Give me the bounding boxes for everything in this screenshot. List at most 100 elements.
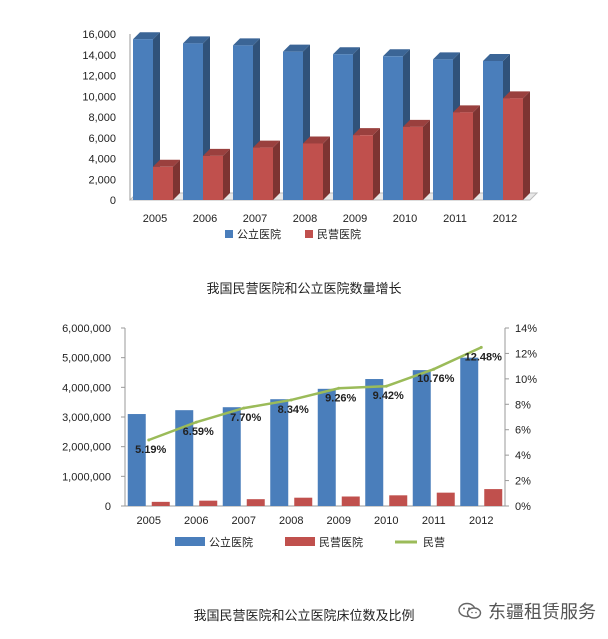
chart1-bar-top <box>233 38 260 46</box>
chart1-bar-top <box>483 53 510 61</box>
chart1-bar <box>333 54 353 201</box>
chart1-ytick-label: 0 <box>110 195 116 207</box>
chart1-ytick-label: 16,000 <box>82 29 116 41</box>
chart2-line-series <box>148 346 482 442</box>
chart2-bar <box>199 500 218 506</box>
chart2-legend-swatch <box>285 537 315 546</box>
chart2-y2tick-label: 2% <box>515 476 531 488</box>
chart1-bar-top <box>503 91 530 99</box>
chart1-bar-top <box>253 140 280 148</box>
chart1-bar-side <box>173 159 180 200</box>
chart1-bar-side <box>153 32 160 200</box>
chart1-bar-side <box>373 128 380 200</box>
chart2-y2tick-label: 8% <box>515 399 531 411</box>
chart2-xtick-label: 2008 <box>279 515 303 527</box>
chart2-legend-label: 公立医院 <box>209 535 253 549</box>
chart1-bar-top <box>383 49 410 57</box>
chart1-ytick-label: 12,000 <box>82 71 116 83</box>
chart1-bar <box>133 39 153 200</box>
chart2-legend-label: 民营 <box>423 535 445 549</box>
chart2-line-point <box>432 367 436 371</box>
chart1-bar <box>403 126 423 200</box>
chart2-bar <box>365 379 384 506</box>
chart1-bar-side <box>523 91 530 200</box>
chart1-legend-swatch <box>225 230 233 238</box>
chart2-data-label: 10.76% <box>417 373 455 385</box>
brand-watermark: 东疆租赁服务 <box>458 598 596 624</box>
chart1-bar-top <box>133 32 160 40</box>
chart1-bar <box>233 45 253 200</box>
chart1-legend-swatch <box>305 230 313 238</box>
chart1-ytick-label: 6,000 <box>88 133 116 145</box>
chart2-bar <box>389 495 408 506</box>
chart1-bar-side <box>473 105 480 200</box>
chart2-line-point <box>242 406 246 410</box>
chart-hospital-beds-svg: 0 1,000,000 2,000,000 3,000,000 4,000,000 5,0… <box>62 323 537 549</box>
caption-hospital-count: 我国民营医院和公立医院数量增长 <box>206 282 402 297</box>
chart1-ytick-label: 4,000 <box>88 154 116 166</box>
chart2-bar <box>294 497 313 506</box>
chart1-bar-top <box>183 36 210 44</box>
chart2-y2tick-label: 4% <box>515 450 531 462</box>
chart1-bar <box>503 98 523 200</box>
chart1-bar-side <box>273 140 280 200</box>
chart1-xtick-label: 2006 <box>193 213 217 225</box>
chart2-bar <box>246 499 265 506</box>
chart2-bar <box>270 399 289 506</box>
chart1-xtick-label: 2007 <box>243 213 267 225</box>
chart1-ytick-label: 2,000 <box>88 174 116 186</box>
chart2-xtick-label: 2012 <box>469 515 493 527</box>
chart2-line-point <box>289 398 293 402</box>
chart2-xtick-label: 2006 <box>184 515 208 527</box>
chart1-bar <box>283 51 303 201</box>
chart2-y2tick-label: 12% <box>515 348 537 360</box>
chart2-y2tick-label: 0% <box>515 501 531 513</box>
chart1-legend-label: 公立医院 <box>237 227 281 241</box>
chart1-bar <box>253 147 273 200</box>
chart2-ytick-label: 4,000,000 <box>62 382 111 394</box>
chart2-line-point <box>147 438 151 442</box>
chart1-bar-top <box>453 105 480 113</box>
chart1-bar-top <box>403 119 430 127</box>
chart2-data-label: 6.59% <box>183 426 214 438</box>
chart2-ytick-label: 2,000,000 <box>62 442 111 454</box>
chart2-data-label: 5.19% <box>135 444 166 456</box>
chart1-bar-top <box>283 44 310 52</box>
chart1-bar-top <box>303 136 330 144</box>
chart1-legend-label: 民营医院 <box>317 227 361 241</box>
chart2-ytick-label: 3,000,000 <box>62 412 111 424</box>
chart2-bar <box>317 388 336 506</box>
chart2-bar <box>341 496 360 506</box>
chart2-data-label: 9.26% <box>325 392 356 404</box>
chart1-bar-side <box>223 148 230 200</box>
chart2-xtick-label: 2010 <box>374 515 398 527</box>
brand-text: 东疆租赁服务 <box>488 602 596 623</box>
chart2-data-label: 7.70% <box>230 412 261 424</box>
chart2-xtick-label: 2011 <box>422 515 446 527</box>
chart1-bar-top <box>203 148 230 156</box>
chart1-bar-top <box>153 159 180 167</box>
chart2-bar <box>222 407 241 506</box>
chart1-bar <box>153 166 173 200</box>
chart1-ytick-label: 14,000 <box>82 50 116 62</box>
chart2-data-label: 9.42% <box>373 390 404 402</box>
chart1-bar <box>383 56 403 201</box>
chart1-bar <box>433 59 453 201</box>
chart1-xtick-label: 2011 <box>443 213 467 225</box>
chart2-y2tick-label: 6% <box>515 425 531 437</box>
chart1-xtick-label: 2008 <box>293 213 317 225</box>
caption-hospital-beds: 我国民营医院和公立医院床位数及比例 <box>193 609 415 624</box>
chart2-line-point <box>479 345 483 349</box>
chart2-line-point <box>337 386 341 390</box>
chart2-line-point <box>194 420 198 424</box>
chart2-ytick-label: 5,000,000 <box>62 353 111 365</box>
chart2-ytick-label: 1,000,000 <box>62 471 111 483</box>
chart2-bar <box>151 501 170 506</box>
chart2-line-point <box>384 384 388 388</box>
chart2-legend-label: 民营医院 <box>319 535 363 549</box>
chart-hospital-count: 0 2,000 4,000 6,000 8,000 10,000 12,000 14,000 1… <box>40 10 580 260</box>
chart1-bar <box>453 112 473 200</box>
chart1-ytick-label: 8,000 <box>88 112 116 124</box>
chart2-y2tick-label: 14% <box>515 323 537 335</box>
chart1-bar <box>303 143 323 200</box>
